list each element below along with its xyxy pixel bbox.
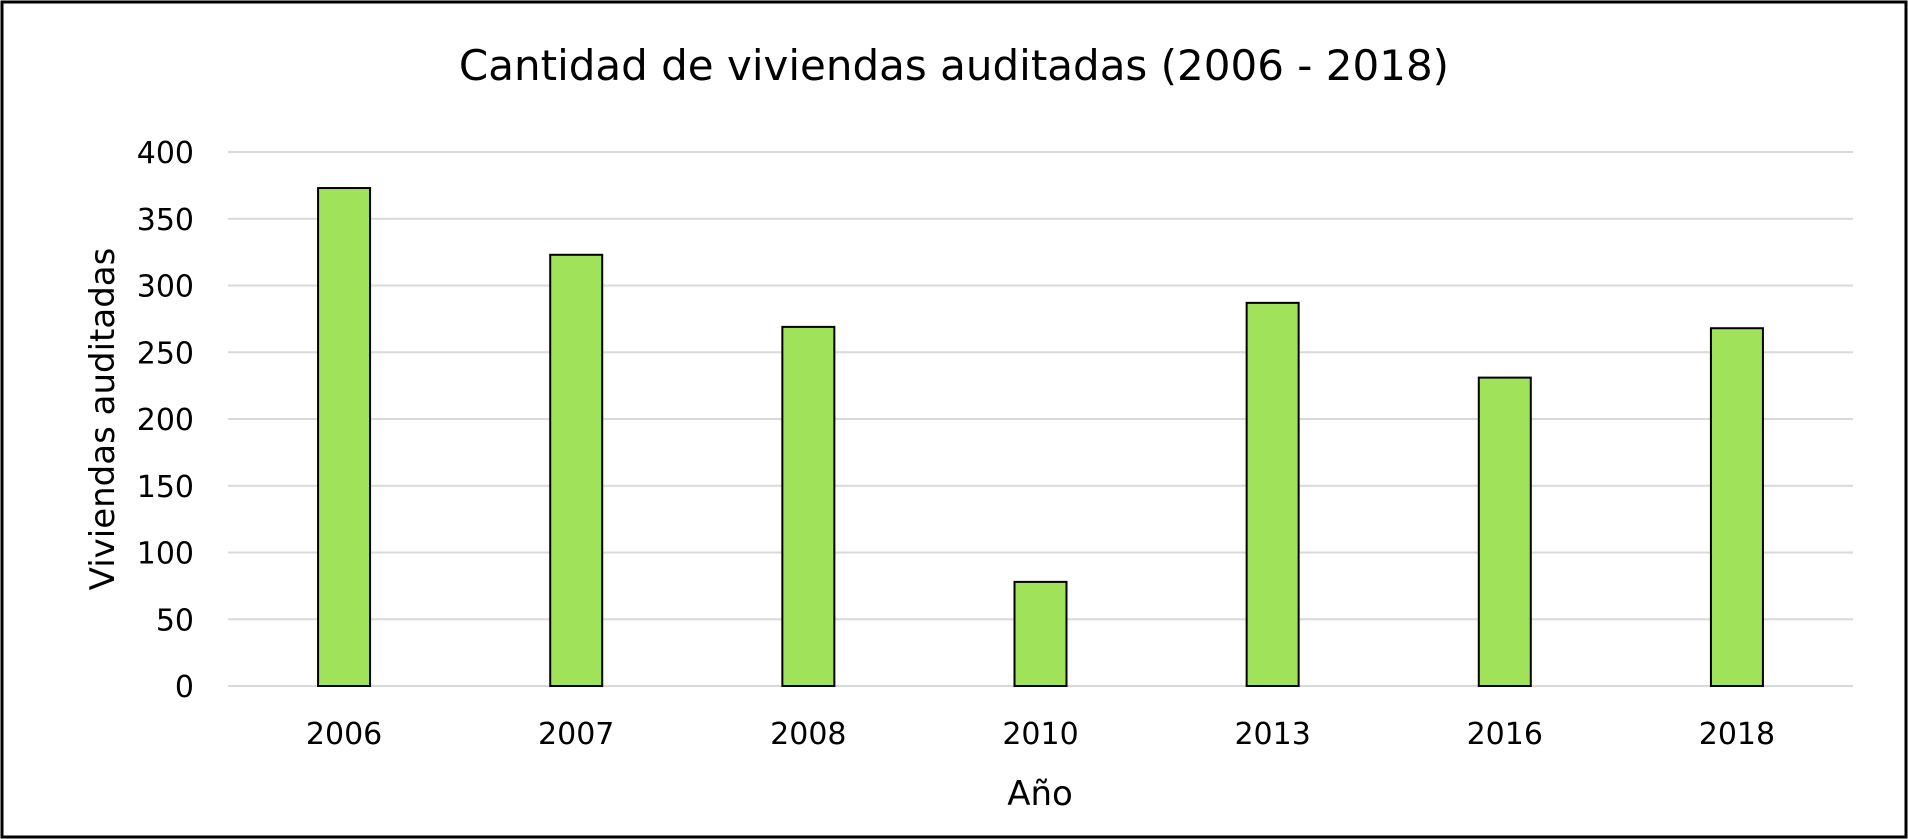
x-tick-label: 2016 (1467, 717, 1543, 752)
x-tick-label: 2008 (770, 717, 846, 752)
x-tick-label: 2007 (538, 717, 614, 752)
y-axis-title: Viviendas auditadas (83, 248, 123, 591)
bar-2018 (1709, 327, 1764, 687)
y-tick-label: 150 (137, 470, 194, 505)
bar-2013 (1245, 301, 1300, 687)
x-tick-label: 2013 (1234, 717, 1310, 752)
bar-2010 (1013, 580, 1068, 687)
bar-2008 (781, 325, 836, 687)
bar-2016 (1477, 376, 1532, 687)
bar-2006 (317, 187, 372, 687)
x-axis-ticks: 2006 2007 2008 2010 2013 2016 2018 (306, 717, 1775, 752)
y-tick-label: 0 (175, 670, 194, 705)
gridlines (228, 151, 1853, 687)
y-tick-label: 100 (137, 537, 194, 572)
bar-2007 (549, 253, 604, 687)
y-tick-label: 50 (156, 603, 194, 638)
y-tick-label: 200 (137, 403, 194, 438)
y-tick-label: 300 (137, 270, 194, 305)
y-tick-label: 350 (137, 203, 194, 238)
x-tick-label: 2018 (1699, 717, 1775, 752)
x-tick-label: 2006 (306, 717, 382, 752)
x-tick-label: 2010 (1002, 717, 1078, 752)
y-tick-label: 400 (137, 136, 194, 171)
chart-title: Cantidad de viviendas auditadas (2006 - … (459, 41, 1449, 90)
y-tick-label: 250 (137, 336, 194, 371)
x-axis-title: Año (1007, 774, 1073, 814)
y-axis-ticks: 0 50 100 150 200 250 300 350 400 (137, 136, 194, 705)
bars (317, 187, 1764, 687)
